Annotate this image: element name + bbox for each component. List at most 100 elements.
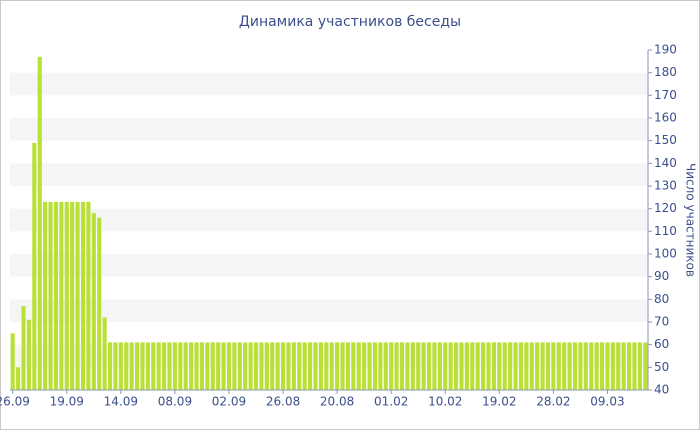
x-tick-label: 02.09: [212, 395, 246, 409]
bar: [594, 342, 599, 390]
bar: [270, 342, 275, 390]
grid-band: [10, 254, 648, 277]
bar: [80, 201, 86, 390]
y-tick-label: 120: [654, 201, 677, 215]
bar: [383, 342, 388, 390]
bar: [572, 342, 578, 390]
y-axis-label: Число участников: [684, 163, 698, 277]
x-tick-label: 10.02: [428, 395, 462, 409]
bar: [426, 342, 432, 390]
bar: [302, 342, 307, 390]
bar: [405, 342, 410, 390]
bar: [389, 342, 394, 390]
bar: [318, 342, 323, 390]
bar: [162, 342, 167, 390]
bar: [470, 342, 475, 390]
bar: [637, 342, 642, 390]
chart-title: Динамика участников беседы: [239, 14, 461, 30]
bar: [199, 342, 204, 390]
y-tick-label: 100: [654, 247, 677, 261]
bar: [124, 342, 129, 390]
grid-band: [10, 208, 648, 232]
bar: [421, 342, 426, 390]
bar: [102, 317, 107, 390]
bar: [264, 342, 269, 390]
x-tick-label: 28.02: [536, 395, 570, 409]
bar: [135, 342, 140, 390]
bar: [308, 342, 313, 390]
bar: [210, 342, 215, 390]
bar: [313, 342, 318, 390]
bar: [145, 342, 150, 390]
bar: [140, 342, 145, 390]
bar: [97, 217, 102, 390]
bar: [481, 342, 486, 390]
bar: [221, 342, 226, 390]
bar: [621, 342, 626, 390]
bar: [443, 342, 448, 390]
bar: [416, 342, 421, 390]
bar: [340, 342, 345, 390]
bar: [567, 342, 572, 390]
bar: [237, 342, 242, 390]
y-tick-label: 170: [654, 88, 677, 102]
bar: [454, 342, 459, 390]
bar: [362, 342, 367, 390]
bar: [632, 342, 637, 390]
bar: [259, 342, 264, 390]
bar: [183, 342, 188, 390]
bar: [432, 342, 437, 390]
bar: [86, 201, 91, 390]
x-tick-label: 19.02: [482, 395, 516, 409]
bar: [351, 342, 356, 390]
y-tick-label: 60: [654, 337, 669, 351]
bar: [297, 342, 302, 390]
bar: [107, 342, 113, 390]
bar: [189, 342, 194, 390]
grid-band: [10, 299, 648, 322]
bar: [551, 342, 556, 390]
bar: [475, 342, 480, 390]
bar: [156, 342, 161, 390]
bar: [129, 342, 134, 390]
bar: [10, 333, 15, 390]
x-tick-label: 14.09: [104, 395, 138, 409]
bar: [518, 342, 523, 390]
bar: [497, 342, 502, 390]
bar: [70, 201, 75, 390]
x-tick-label: 09.03: [590, 395, 624, 409]
bar: [356, 342, 361, 390]
x-tick-label: 19.09: [50, 395, 84, 409]
bar: [172, 342, 177, 390]
bar: [91, 213, 96, 390]
y-tick-label: 90: [654, 269, 669, 283]
bar: [37, 56, 42, 391]
bar: [48, 201, 53, 390]
bar: [610, 342, 615, 390]
y-tick-label: 40: [654, 383, 669, 397]
bar: [616, 342, 621, 390]
bar: [448, 342, 453, 390]
y-tick-label: 190: [654, 43, 677, 57]
bar: [535, 342, 540, 390]
bar: [372, 342, 378, 390]
bar: [280, 342, 286, 390]
bar: [59, 201, 64, 390]
bar: [324, 342, 329, 390]
bar: [540, 342, 545, 390]
bar: [437, 342, 442, 390]
bar: [232, 342, 237, 390]
x-tick-label: 26.09: [0, 395, 30, 409]
bar: [502, 342, 507, 390]
bar: [599, 342, 605, 390]
bar: [486, 342, 491, 390]
y-tick-label: 80: [654, 292, 669, 306]
grid-band: [10, 72, 648, 96]
bar: [513, 342, 518, 390]
bar: [329, 342, 334, 390]
bar: [32, 142, 37, 390]
bar: [53, 201, 59, 390]
bar: [205, 342, 210, 390]
bar: [378, 342, 383, 390]
y-tick-label: 70: [654, 315, 669, 329]
